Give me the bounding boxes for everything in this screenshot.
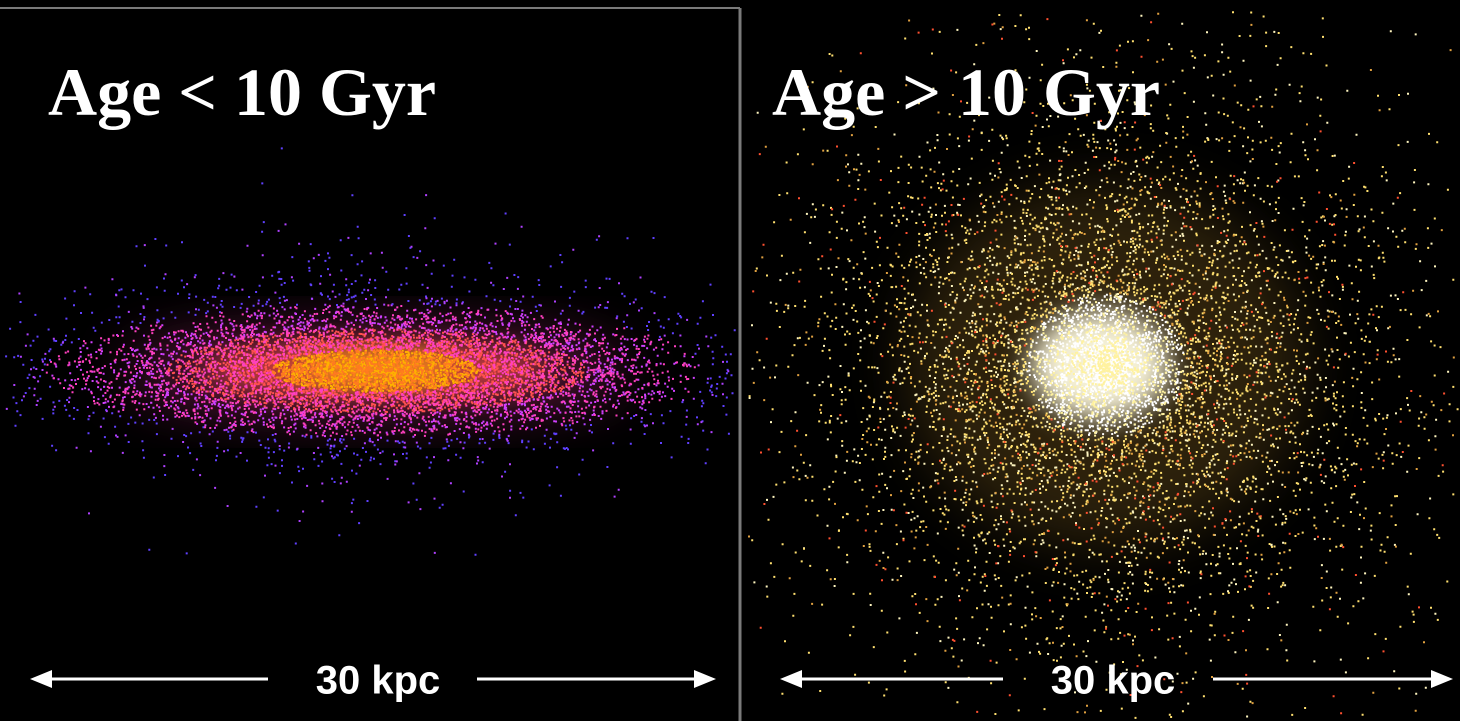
panel-title: Age < 10 Gyr — [48, 54, 436, 130]
scale-label: 30 kpc — [1051, 659, 1176, 703]
scale-label: 30 kpc — [316, 659, 441, 703]
page: Age < 10 Gyr Age > 10 Gyr 30 kpc 30 kpc … — [0, 0, 1460, 721]
panel-title: Age > 10 Gyr — [772, 54, 1160, 130]
scene: Age < 10 Gyr Age > 10 Gyr 30 kpc 30 kpc — [0, 0, 1460, 721]
